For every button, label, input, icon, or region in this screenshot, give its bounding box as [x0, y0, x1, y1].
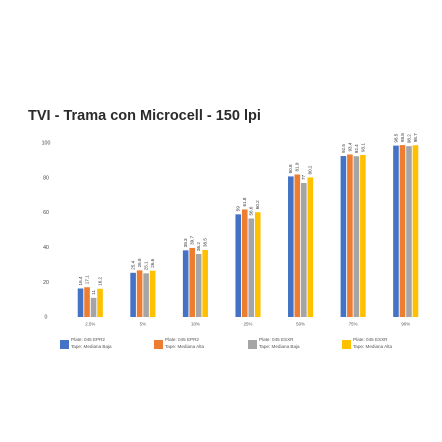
- legend-label: Plate: 045 EPR2 Tape: Mediana Baja: [71, 336, 112, 350]
- legend-label-plate: Plate: 045 EPR2: [71, 337, 105, 342]
- y-tick-label: 60: [43, 210, 49, 216]
- data-label: 36.2: [196, 242, 201, 251]
- bar: [288, 176, 294, 317]
- legend-label: Plate: 045 ESXR Tape: Mediana Baja: [259, 336, 300, 350]
- legend-swatch: [60, 340, 69, 349]
- legend-item: Plate: 045 EPR2 Tape: Mediana Alta: [154, 336, 244, 350]
- bar: [84, 287, 90, 317]
- data-label: 59: [236, 206, 241, 212]
- chart-legend: Plate: 045 EPR2 Tape: Mediana Baja Plate: …: [60, 336, 432, 350]
- x-tick-label: 25%: [244, 322, 253, 327]
- data-label: 93.4: [347, 142, 352, 151]
- bar: [307, 177, 314, 317]
- data-label: 16.2: [97, 276, 102, 285]
- legend-label-plate: Plate: 045 ESXR: [353, 337, 388, 342]
- bar: [195, 254, 202, 317]
- data-label: 26.6: [150, 258, 155, 267]
- x-tick-label: 50%: [296, 322, 305, 327]
- legend-label-tape: Tape: Mediana Alta: [353, 344, 393, 349]
- data-label: 61.8: [242, 197, 247, 206]
- data-label: 39.7: [190, 236, 195, 245]
- bar: [248, 218, 255, 317]
- data-label: 60.2: [255, 200, 260, 209]
- data-label: 25.1: [144, 261, 149, 270]
- bar: [347, 154, 353, 317]
- bar: [77, 288, 84, 317]
- legend-label-tape: Tape: Mediana Baja: [259, 344, 300, 349]
- data-label: 98.2: [406, 134, 411, 143]
- bar: [412, 145, 419, 317]
- bar: [97, 288, 103, 317]
- bar: [202, 250, 208, 317]
- legend-swatch: [342, 340, 351, 349]
- bar: [136, 270, 143, 317]
- y-tick-label: 0: [45, 315, 48, 321]
- data-label: 77: [301, 174, 306, 180]
- data-label: 17.1: [84, 275, 89, 284]
- bar: [353, 156, 360, 317]
- bar: [182, 250, 189, 317]
- bar: [393, 145, 399, 317]
- y-tick-label: 20: [43, 280, 49, 286]
- bar: [399, 145, 406, 317]
- legend-swatch: [248, 340, 257, 349]
- data-label: 80.8: [288, 164, 293, 173]
- y-tick-label: 40: [43, 245, 49, 251]
- bar: [90, 297, 97, 317]
- bar: [130, 272, 136, 317]
- x-tick-label: 10%: [191, 322, 200, 327]
- y-tick-label: 80: [43, 175, 49, 181]
- bar: [241, 209, 248, 317]
- data-label: 25.4: [131, 260, 136, 269]
- legend-item: Plate: 045 EPR2 Tape: Mediana Baja: [60, 336, 150, 350]
- legend-item: Plate: 045 ESXR Tape: Mediana Baja: [248, 336, 338, 350]
- data-label: 26.8: [137, 258, 142, 267]
- data-label: 56.6: [249, 206, 254, 215]
- legend-label-plate: Plate: 045 ESXR: [259, 337, 294, 342]
- data-label: 38.3: [183, 238, 188, 247]
- data-label: 98.7: [413, 133, 418, 142]
- bar: [235, 214, 242, 317]
- legend-label: Plate: 045 ESXR Tape: Mediana Alta: [353, 336, 392, 350]
- data-label: 38.5: [203, 238, 208, 247]
- bar: [143, 273, 149, 317]
- bar: [294, 174, 301, 317]
- legend-swatch: [154, 340, 163, 349]
- legend-label-tape: Tape: Mediana Baja: [71, 344, 112, 349]
- bar: [360, 155, 366, 317]
- data-label: 81.9: [295, 162, 300, 171]
- data-label: 98.5: [393, 133, 398, 142]
- chart-title: TVI - Trama con Microcell - 150 lpi: [28, 108, 261, 124]
- legend-label-plate: Plate: 045 EPR2: [165, 337, 199, 342]
- x-tick-label: 2.5%: [85, 322, 95, 327]
- bar: [254, 212, 261, 317]
- legend-label-tape: Tape: Mediana Alta: [165, 344, 205, 349]
- bar: [340, 156, 347, 317]
- data-label: 92.4: [354, 144, 359, 153]
- y-tick-label: 100: [42, 141, 51, 147]
- x-tick-label: 75%: [349, 322, 358, 327]
- bar: [301, 183, 307, 317]
- data-label: 16.4: [78, 276, 83, 285]
- bar: [406, 146, 412, 317]
- data-label: 11: [91, 290, 96, 295]
- x-tick-label: 5%: [140, 322, 146, 327]
- data-label: 98.8: [400, 133, 405, 142]
- data-label: 93.1: [360, 143, 365, 152]
- bar: [189, 247, 195, 317]
- bar: [149, 270, 156, 317]
- legend-item: Plate: 045 ESXR Tape: Mediana Alta: [342, 336, 432, 350]
- data-label: 92.5: [341, 144, 346, 153]
- data-label: 80.2: [308, 165, 313, 174]
- x-tick-label: 90%: [401, 322, 410, 327]
- legend-label: Plate: 045 EPR2 Tape: Mediana Alta: [165, 336, 204, 350]
